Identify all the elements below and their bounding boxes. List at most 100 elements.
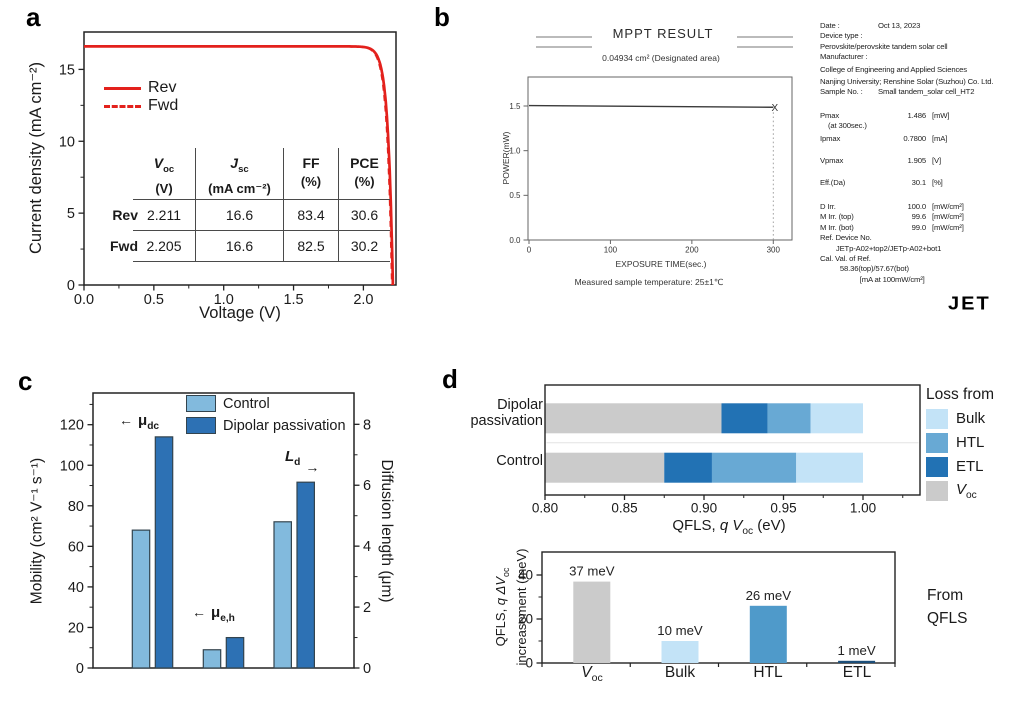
tick-label: 0.95 xyxy=(770,501,796,516)
tick-label: 0 xyxy=(525,656,533,671)
control-swatch xyxy=(186,395,216,412)
bar-value-label: 10 meV xyxy=(657,623,703,638)
certificate-row: Date : Oct 13, 2023 xyxy=(820,21,921,30)
jv-legend-fwd: Fwd xyxy=(104,97,178,115)
fwd-legend-label: Fwd xyxy=(148,97,179,114)
htl-swatch xyxy=(926,432,948,453)
etl-swatch xyxy=(926,456,948,477)
bar-htl xyxy=(749,605,787,663)
tick-label: 6 xyxy=(363,478,371,494)
legend-item-etl: ETL xyxy=(926,456,994,477)
tick-label: 0.80 xyxy=(532,501,558,516)
tick-label: 4 xyxy=(363,539,371,555)
bar-dipolar-passivation xyxy=(296,481,315,669)
c-legend-dipolar: Dipolar passivation xyxy=(186,417,346,434)
tick-label: 300 xyxy=(767,246,781,255)
d2-cat-voc: Voc xyxy=(581,664,603,685)
table-header-ff: FF (%) xyxy=(283,148,338,200)
right-arrow-icon: → xyxy=(305,459,320,475)
c-ylabel-right: Diffusion length (μm) xyxy=(378,459,395,603)
tick-label: 40 xyxy=(68,580,84,596)
qfls-bar-svg: 0 20 40 37 meV 10 meV 26 meV 1 meV xyxy=(518,551,896,671)
legend-item-htl: HTL xyxy=(926,432,994,453)
table-cell: 30.6 xyxy=(338,200,390,231)
tick-label: 1.5 xyxy=(283,292,303,308)
tick-label: 1.0 xyxy=(509,146,521,155)
certificate-row: M Irr. (top) 99.6 [mW/cm²] xyxy=(820,212,964,222)
rev-line-swatch xyxy=(104,86,141,90)
loss-legend-title: Loss from xyxy=(926,386,995,403)
mppt-end-marker: X xyxy=(771,103,778,114)
table-header-pce: PCE (%) xyxy=(338,148,390,200)
certificate-row: 58.36(top)/57.67(bot) xyxy=(820,264,909,274)
jv-legend-rev: Rev xyxy=(104,79,176,97)
tick-label: 40 xyxy=(518,568,533,583)
table-row-label-fwd: Fwd xyxy=(110,238,138,254)
ld-annotation: Ld → xyxy=(285,448,320,475)
certificate-row: Manufacturer : xyxy=(820,52,868,62)
c-legend: Control Dipolar passivation xyxy=(186,395,346,434)
tick-label: 1.00 xyxy=(850,501,876,516)
d2-cat-htl: HTL xyxy=(753,664,783,681)
table-row-label-rev: Rev xyxy=(112,207,138,223)
tick-label: 0.5 xyxy=(509,191,521,200)
qfls-stacked-svg: 0.80 0.85 0.90 0.95 1.00 xyxy=(532,384,921,516)
bar-dipolar-passivation xyxy=(154,436,174,669)
table-cell: 16.6 xyxy=(195,200,283,231)
mppt-ylabel: POWER(mW) xyxy=(501,131,511,185)
certificate-row: JETp-A02+top2/JETp-A02+bot1 xyxy=(820,243,942,253)
bar-etl xyxy=(838,660,876,663)
left-arrow-icon: ← xyxy=(192,604,206,620)
jv-plot: 0.0 0.5 1.0 1.5 2.0 0 5 10 15 xyxy=(59,31,397,308)
legend-item-voc: Voc xyxy=(926,480,994,501)
panel-label-c: c xyxy=(18,366,33,396)
table-cell: 30.2 xyxy=(338,231,390,262)
tick-label: 0.0 xyxy=(509,236,521,245)
certificate-row: Device type : xyxy=(820,31,863,41)
dipolar-swatch xyxy=(186,417,216,434)
tick-label: 60 xyxy=(68,539,84,555)
tick-label: 8 xyxy=(363,417,371,433)
jet-logo: JET xyxy=(948,293,991,315)
tick-label: 0 xyxy=(527,246,532,255)
c-ylabel-left: Mobility (cm² V⁻¹ s⁻¹) xyxy=(28,457,46,605)
mppt-subtitle: 0.04934 cm² (Designated area) xyxy=(602,53,720,63)
segment-htl xyxy=(711,452,797,483)
qfls-stacked-plot: 0.80 0.85 0.90 0.95 1.00 xyxy=(532,384,921,516)
bar-dipolar-passivation xyxy=(225,636,245,669)
tick-label: 0.5 xyxy=(144,292,164,308)
d2-cat-etl: ETL xyxy=(842,664,872,681)
d2-ylabel: QFLS, q ΔVoc increasement (meV) xyxy=(493,548,529,666)
certificate-row: Sample No. : Small tandem_solar cell_HT2 xyxy=(820,87,975,97)
table-cell: 2.211 xyxy=(133,200,195,231)
jv-table: Voc (V) Jsc (mA cm⁻²) FF (%) PCE (%) 2.2… xyxy=(133,148,390,262)
bar-value-label: 37 meV xyxy=(569,564,615,579)
certificate-row: Nanjing University; Renshine Solar (Suzh… xyxy=(820,77,994,87)
d1-cat-dipolar: Dipolar passivation xyxy=(470,397,543,429)
jv-curve-fwd xyxy=(83,45,394,286)
certificate-info: Date : Oct 13, 2023 Device type : Perovskit… xyxy=(820,21,1012,285)
tick-label: 100 xyxy=(60,458,84,474)
table-cell: 82.5 xyxy=(283,231,338,262)
bar-value-label: 1 meV xyxy=(838,643,876,658)
table-cell: 2.205 xyxy=(133,231,195,262)
mppt-temperature-note: Measured sample temperature: 25±1℃ xyxy=(574,277,724,287)
d2-cat-bulk: Bulk xyxy=(664,664,696,681)
certificate-row: Eff.(Da) 30.1 [%] xyxy=(820,178,943,188)
tick-label: 120 xyxy=(60,418,84,434)
certificate-row: D Irr. 100.0 [mW/cm²] xyxy=(820,201,964,211)
plot-frame xyxy=(527,76,793,241)
segment-etl xyxy=(721,403,768,434)
mu-dc-annotation: ← μdc xyxy=(119,412,160,432)
c-legend-control: Control xyxy=(186,395,346,412)
tick-label: 10 xyxy=(59,134,75,150)
tick-label: 80 xyxy=(68,499,84,515)
plot-frame xyxy=(92,392,355,669)
tick-label: 20 xyxy=(68,620,84,636)
segment-bulk xyxy=(810,403,863,434)
certificate-row: Perovskite/perovskite tandem solar cell xyxy=(820,41,948,51)
rev-legend-label: Rev xyxy=(148,79,177,96)
segment-htl xyxy=(767,403,811,434)
certificate-row: Ipmax 0.7800 [mA] xyxy=(820,133,948,143)
d1-cat-control: Control xyxy=(496,453,543,469)
